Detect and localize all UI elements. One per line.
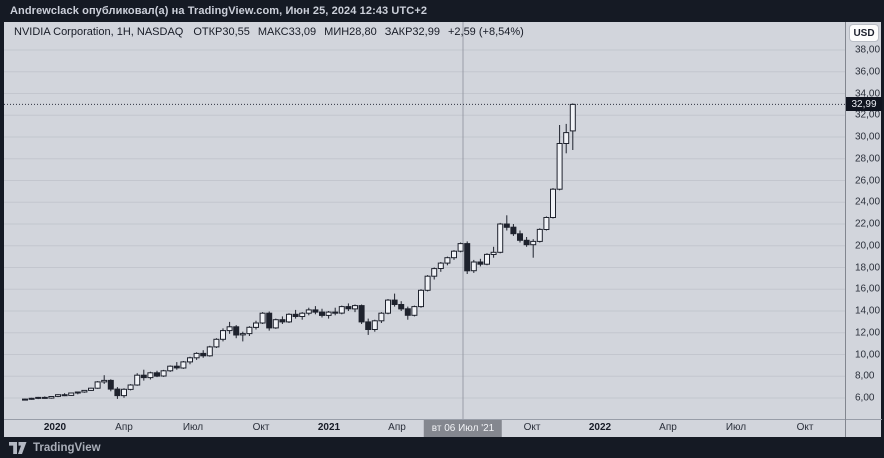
axis-corner-divider [846,419,882,420]
attribution-text: Andrewclack опубликовал(а) на TradingVie… [10,5,428,17]
time-tick-month-label: Апр [659,422,677,433]
price-tick-label: 8,00 [855,370,875,382]
price-tick-label: 6,00 [855,392,875,404]
price-tick-label: 24,00 [855,196,881,208]
price-tick-label: 12,00 [855,327,881,339]
price-tick-label: 32,00 [855,109,881,121]
price-tick-label: 14,00 [855,305,881,317]
price-tick-label: 34,00 [855,88,881,99]
tradingview-logo-icon[interactable] [9,441,27,454]
legend-change: +2,59 (+8,54%) [447,26,524,38]
price-tick-label: 30,00 [855,131,881,143]
crosshair-date-label: вт 06 Июл '21 [423,420,503,437]
time-tick-month-label: Окт [523,422,541,433]
price-tick-label: 22,00 [855,218,881,230]
price-axis[interactable]: USD 32,99 38,00 36,00 34,00 32,00 30,00 28,00… [845,22,882,437]
legend-close: ЗАКР32,99 [384,26,440,38]
legend-open: ОТКР30,55 [193,26,250,38]
candlestick-plot [4,22,845,419]
price-tick-label: 16,00 [855,283,881,295]
time-axis[interactable]: вт 06 Июл '21 2020 Апр Июл Окт 2021 Апр Окт 202… [4,419,845,437]
last-price-label: 32,99 [846,97,882,112]
price-tick-label: 38,00 [855,44,881,56]
time-tick-month-label: Окт [796,422,814,433]
price-tick-label: 20,00 [855,240,881,252]
time-tick-year-label: 2022 [588,422,612,433]
symbol-title: NVIDIA Corporation, 1H, NASDAQ [14,26,184,38]
time-tick-year-label: 2020 [43,422,67,433]
legend-ohlc-values: ОТКР30,55 МАКС33,09 МИН28,80 ЗАКР32,99 [193,26,448,38]
price-tick-label: 26,00 [855,175,881,186]
price-tick-label: 10,00 [855,349,881,360]
time-tick-month-label: Окт [252,422,270,433]
symbol-legend: NVIDIA Corporation, 1H, NASDAQ ОТКР30,55 М… [14,26,524,38]
brand-name[interactable]: TradingView [33,441,101,454]
price-tick-label: 36,00 [855,66,881,78]
legend-low: МИН28,80 [324,26,377,38]
price-chart[interactable]: NVIDIA Corporation, 1H, NASDAQ ОТКР30,55 М… [4,22,845,419]
time-tick-month-label: Июл [725,422,747,433]
legend-high: МАКС33,09 [257,26,317,38]
time-tick-month-label: Апр [115,422,133,433]
time-tick-month-label: Июл [182,422,204,433]
snapshot-footer: TradingView [0,437,884,458]
currency-button[interactable]: USD [850,25,878,41]
attribution-bar: Andrewclack опубликовал(а) на TradingVie… [0,0,884,22]
time-tick-month-label: Апр [388,422,406,433]
price-tick-label: 28,00 [855,153,881,165]
price-tick-label: 18,00 [855,262,881,273]
time-tick-year-label: 2021 [317,422,341,433]
